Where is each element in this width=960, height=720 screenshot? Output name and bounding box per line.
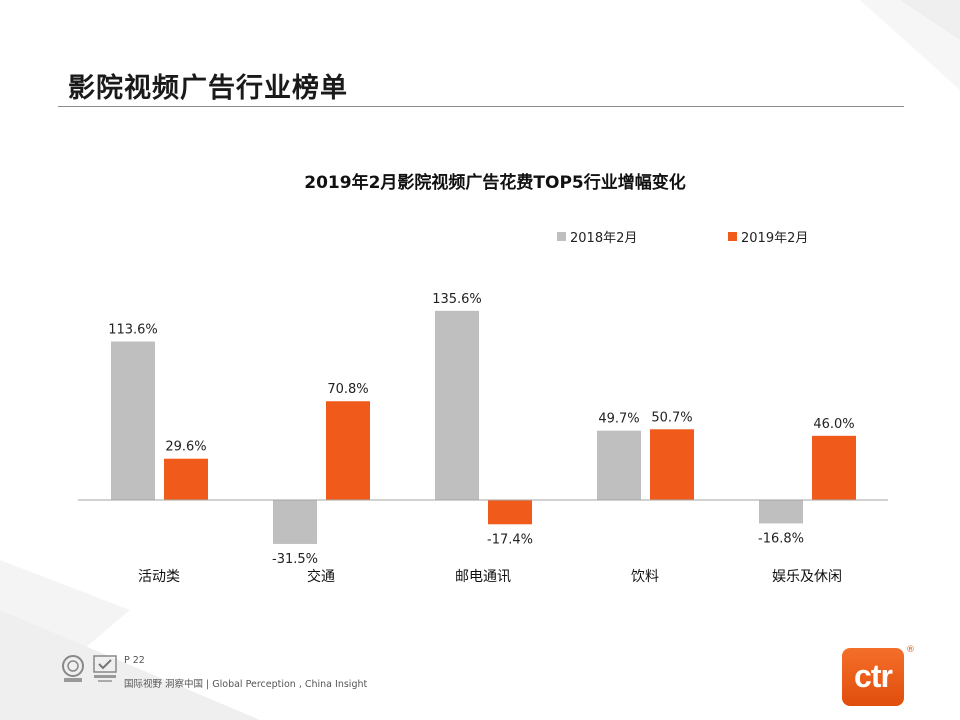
- title-divider: [58, 106, 904, 107]
- bar-transport-2019: [326, 401, 370, 500]
- bar-chart: 2019年2月影院视频广告花费TOP5行业增幅变化 2018年2月 2019年2…: [78, 172, 888, 585]
- bars-layer: [111, 310, 856, 544]
- page-title: 影院视频广告行业榜单: [68, 73, 348, 104]
- category-label-activities: 活动类: [138, 569, 180, 585]
- legend-swatch-2018: [557, 232, 566, 241]
- data-label-entertainment-2018: -16.8%: [758, 531, 804, 546]
- category-label-entertainment: 娱乐及休闲: [772, 569, 842, 585]
- data-label-transport-2019: 70.8%: [327, 382, 368, 397]
- certification-seal-icon: [62, 655, 84, 682]
- labels-layer: 113.6% 29.6% 活动类 -31.5% 70.8% 交通 135.6% -17.4% 邮…: [108, 292, 854, 585]
- category-label-telecom: 邮电通讯: [455, 569, 511, 585]
- data-label-entertainment-2019: 46.0%: [813, 417, 854, 432]
- data-label-activities-2018: 113.6%: [108, 323, 158, 338]
- data-label-beverages-2019: 50.7%: [651, 410, 692, 425]
- data-label-activities-2019: 29.6%: [165, 440, 206, 455]
- legend-swatch-2019: [728, 232, 737, 241]
- registered-mark: ®: [906, 645, 915, 655]
- bar-telecom-2019: [488, 500, 532, 525]
- data-label-telecom-2018: 135.6%: [432, 292, 482, 307]
- ctr-logo: ctr: [842, 648, 904, 706]
- chart-title: 2019年2月影院视频广告花费TOP5行业增幅变化: [304, 172, 685, 193]
- bar-beverages-2019: [650, 429, 694, 500]
- legend-label-2019: 2019年2月: [741, 231, 808, 246]
- data-label-transport-2018: -31.5%: [272, 552, 318, 567]
- bar-entertainment-2019: [812, 435, 856, 500]
- bar-telecom-2018: [435, 310, 479, 500]
- footer-tagline: 国际视野 洞察中国 | Global Perception , China In…: [124, 679, 368, 690]
- bar-transport-2018: [273, 500, 317, 544]
- legend-label-2018: 2018年2月: [570, 231, 637, 246]
- chart-legend: 2018年2月 2019年2月: [557, 231, 808, 246]
- accreditation-badge-icon: [93, 655, 117, 682]
- bar-activities-2019: [164, 458, 208, 500]
- data-label-beverages-2018: 49.7%: [598, 412, 639, 427]
- category-label-transport: 交通: [307, 568, 335, 585]
- bar-activities-2018: [111, 341, 155, 500]
- page-number: P 22: [124, 655, 145, 666]
- category-label-beverages: 饮料: [631, 569, 659, 585]
- data-label-telecom-2019: -17.4%: [487, 532, 533, 547]
- bar-entertainment-2018: [759, 500, 803, 524]
- bar-beverages-2018: [597, 430, 641, 500]
- logo-text: ctr: [854, 658, 893, 694]
